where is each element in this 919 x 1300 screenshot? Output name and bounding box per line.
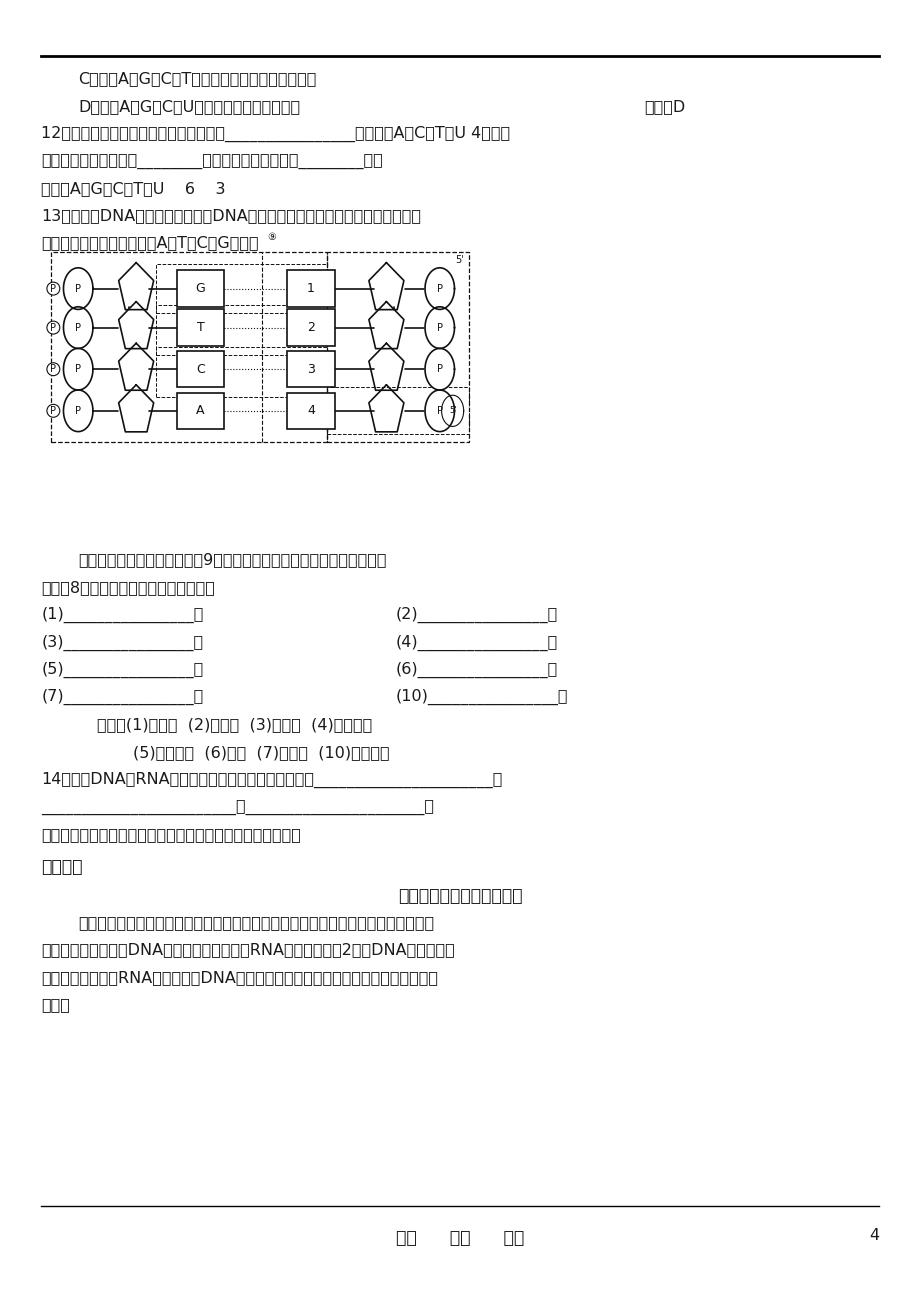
Text: 基按碱基互补配对原则，即A与T、C与G配对。: 基按碱基互补配对原则，即A与T、C与G配对。 — [41, 235, 259, 251]
Bar — [156, 264, 326, 313]
Text: 相关链接: 相关链接 — [41, 858, 83, 876]
Text: 答案：A、G、C、T、U    6    3: 答案：A、G、C、T、U 6 3 — [41, 181, 226, 196]
Text: 参与构成的核苷酸共有________种，其中核糖核苷酸有________种。: 参与构成的核苷酸共有________种，其中核糖核苷酸有________种。 — [41, 153, 382, 169]
Text: 4: 4 — [307, 404, 314, 417]
Text: 2: 2 — [307, 321, 314, 334]
Text: P: P — [75, 322, 81, 333]
Text: 生物的遗传物质，RNA是少数不含DNA的病毒（如烟草花叶病毒、流感病毒等）的遗传: 生物的遗传物质，RNA是少数不含DNA的病毒（如烟草花叶病毒、流感病毒等）的遗传 — [41, 970, 438, 985]
Text: (1)________________，: (1)________________， — [41, 607, 203, 623]
Polygon shape — [63, 268, 93, 309]
Polygon shape — [425, 307, 454, 348]
Polygon shape — [441, 395, 463, 426]
Text: 5': 5' — [455, 255, 464, 265]
Text: 12．在豌豆的叶肉细胞中，含有的碱基是________________，那么由A、C、T、U 4种碱基: 12．在豌豆的叶肉细胞中，含有的碱基是________________，那么由A… — [41, 126, 510, 142]
Text: P: P — [51, 322, 56, 333]
Text: 物质。: 物质。 — [41, 997, 70, 1013]
Text: P: P — [437, 322, 442, 333]
Bar — [176, 309, 224, 346]
Bar — [176, 270, 224, 307]
Text: 答案：取口腔上皮细胞制片，水解，冲洗涂片，染色，观察。: 答案：取口腔上皮细胞制片，水解，冲洗涂片，染色，观察。 — [41, 827, 301, 842]
Polygon shape — [63, 348, 93, 390]
Text: 3: 3 — [307, 363, 314, 376]
Text: ⑨: ⑨ — [267, 231, 276, 242]
Text: (3)________________，: (3)________________， — [41, 634, 203, 650]
Text: 1: 1 — [307, 282, 314, 295]
Polygon shape — [63, 307, 93, 348]
Polygon shape — [425, 348, 454, 390]
Bar — [287, 270, 335, 307]
Bar — [156, 306, 326, 355]
Text: 答案：D: 答案：D — [643, 99, 685, 114]
Text: ________________________，______________________。: ________________________，_______________… — [41, 800, 434, 815]
Text: P: P — [437, 364, 442, 374]
Bar — [326, 387, 469, 434]
Bar — [287, 393, 335, 429]
Text: P: P — [51, 406, 56, 416]
Text: (2)________________，: (2)________________， — [395, 607, 557, 623]
Text: (6)________________，: (6)________________， — [395, 662, 557, 677]
Text: C: C — [196, 363, 205, 376]
Text: P: P — [51, 364, 56, 374]
Text: 的结构8。则图中其他结构中文名称为：: 的结构8。则图中其他结构中文名称为： — [41, 580, 215, 595]
Bar — [326, 252, 469, 442]
Text: 核酸是原生质的一类信息大分子，是一切生物的遗传物质，因主要存在于细胞核中呈: 核酸是原生质的一类信息大分子，是一切生物的遗传物质，因主要存在于细胞核中呈 — [78, 915, 434, 931]
Text: (5)________________，: (5)________________， — [41, 662, 203, 677]
Bar — [51, 252, 326, 442]
Text: 5': 5' — [448, 407, 456, 415]
Text: (7)________________，: (7)________________， — [41, 689, 203, 705]
Bar — [287, 309, 335, 346]
Text: P: P — [75, 283, 81, 294]
Text: P: P — [437, 406, 442, 416]
Polygon shape — [425, 268, 454, 309]
Text: (5)脱氧核糖  (6)磷酸  (7)核苷酸  (10)核苷酸链: (5)脱氧核糖 (6)磷酸 (7)核苷酸 (10)核苷酸链 — [133, 745, 390, 760]
Polygon shape — [425, 390, 454, 432]
Text: P: P — [75, 364, 81, 374]
Text: 4: 4 — [868, 1228, 879, 1244]
Text: 14．观察DNA和RNA在细胞中的分布的实验步骤依次是______________________，: 14．观察DNA和RNA在细胞中的分布的实验步骤依次是_____________… — [41, 772, 502, 788]
Text: 13．下图为DNA分子结构模式图，DNA一般为规则的双螺旋结构，两条链上的碱: 13．下图为DNA分子结构模式图，DNA一般为规则的双螺旋结构，两条链上的碱 — [41, 208, 421, 224]
Text: P: P — [75, 406, 81, 416]
Bar — [176, 393, 224, 429]
Text: (10)________________。: (10)________________。 — [395, 689, 568, 705]
Text: 碱基靠氢键连接如图中的结构9，相互配对的碱基与氢键叫碱基对如图中: 碱基靠氢键连接如图中的结构9，相互配对的碱基与氢键叫碱基对如图中 — [78, 552, 386, 568]
Text: (4)________________，: (4)________________， — [395, 634, 557, 650]
Text: 用心      爱心      专心: 用心 爱心 专心 — [395, 1228, 524, 1247]
Text: P: P — [437, 283, 442, 294]
Text: G: G — [196, 282, 205, 295]
Text: 核酸中的核苷酸和含氮碱基: 核酸中的核苷酸和含氮碱基 — [397, 887, 522, 905]
Text: C、含有A、G、C、T四种碱基，五碳糖为脱氧核糖: C、含有A、G、C、T四种碱基，五碳糖为脱氧核糖 — [78, 72, 316, 87]
Bar — [176, 351, 224, 387]
Polygon shape — [63, 390, 93, 432]
Text: 答案：(1)胞嘧啶  (2)腺嘌呤  (3)鸟嘌呤  (4)胸腺嘧啶: 答案：(1)胞嘧啶 (2)腺嘌呤 (3)鸟嘌呤 (4)胸腺嘧啶 — [96, 718, 371, 733]
Bar — [287, 351, 335, 387]
Text: A: A — [196, 404, 205, 417]
Text: 酸性而得名，它包括DNA（脱氧核糖核酸）和RNA（核糖核酸）2种。DNA是绝大多数: 酸性而得名，它包括DNA（脱氧核糖核酸）和RNA（核糖核酸）2种。DNA是绝大多… — [41, 942, 455, 958]
Text: P: P — [51, 283, 56, 294]
Text: D、含有A、G、C、U四种碱基，五碳糖为核糖: D、含有A、G、C、U四种碱基，五碳糖为核糖 — [78, 99, 300, 114]
Text: T: T — [197, 321, 204, 334]
Bar — [156, 347, 326, 396]
